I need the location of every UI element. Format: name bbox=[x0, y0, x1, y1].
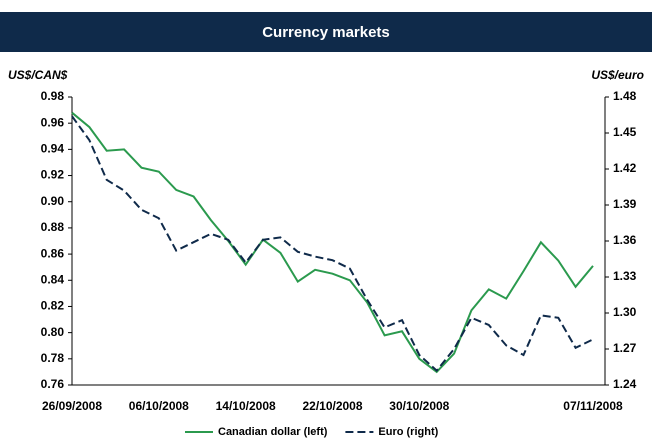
legend-label: Euro (right) bbox=[378, 426, 438, 438]
y-tick-label: 0.94 bbox=[41, 142, 65, 156]
y-tick-label: 0.82 bbox=[41, 299, 65, 313]
y-tick-label: 0.80 bbox=[41, 325, 65, 339]
x-tick-label: 06/10/2008 bbox=[129, 399, 189, 413]
y2-tick-label: 1.24 bbox=[613, 377, 637, 391]
y-tick-label: 0.76 bbox=[41, 377, 65, 391]
line-series bbox=[71, 115, 594, 373]
x-tick-label: 14/10/2008 bbox=[216, 399, 276, 413]
y-tick-label: 0.96 bbox=[41, 115, 65, 129]
y-tick-label: 0.86 bbox=[41, 246, 65, 260]
x-tick-label: 22/10/2008 bbox=[302, 399, 362, 413]
y2-tick-label: 1.39 bbox=[613, 197, 637, 211]
y-tick-label: 0.90 bbox=[41, 194, 65, 208]
x-tick-label: 07/11/2008 bbox=[563, 399, 623, 413]
line-series bbox=[71, 111, 594, 374]
title-bar bbox=[0, 12, 652, 52]
y-tick-label: 0.84 bbox=[41, 272, 65, 286]
y2-tick-label: 1.48 bbox=[613, 89, 637, 103]
y2-tick-label: 1.30 bbox=[613, 305, 637, 319]
y-tick-label: 0.98 bbox=[41, 89, 65, 103]
y-tick-label: 0.88 bbox=[41, 220, 65, 234]
y2-axis-title: US$/euro bbox=[591, 68, 644, 82]
y2-tick-label: 1.36 bbox=[613, 233, 637, 247]
y2-tick-label: 1.42 bbox=[613, 161, 637, 175]
x-tick-label: 30/10/2008 bbox=[389, 399, 449, 413]
y2-tick-label: 1.45 bbox=[613, 125, 637, 139]
legend-label: Canadian dollar (left) bbox=[218, 426, 328, 438]
y-tick-label: 0.78 bbox=[41, 351, 65, 365]
y-tick-label: 0.92 bbox=[41, 168, 65, 182]
x-tick-label: 26/09/2008 bbox=[42, 399, 102, 413]
y2-tick-label: 1.27 bbox=[613, 341, 637, 355]
chart-title: Currency markets bbox=[262, 24, 390, 41]
y2-tick-label: 1.33 bbox=[613, 269, 637, 283]
y-axis-title: US$/CAN$ bbox=[8, 68, 68, 82]
